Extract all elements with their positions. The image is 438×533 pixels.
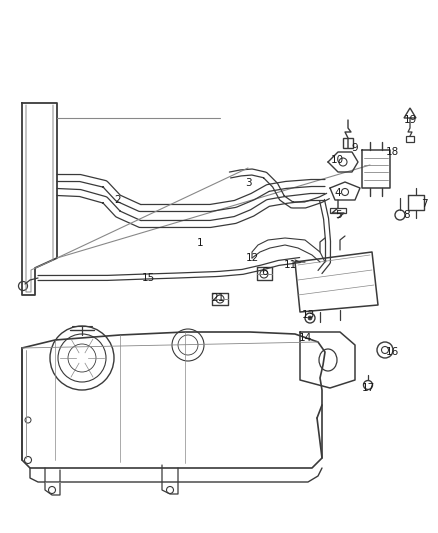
Text: 7: 7 [420, 199, 427, 209]
Circle shape [308, 316, 312, 320]
Bar [330, 208, 346, 213]
Text: 17: 17 [361, 383, 374, 393]
Polygon shape [404, 108, 416, 118]
Text: 3: 3 [245, 178, 251, 188]
Text: 1: 1 [197, 238, 203, 248]
Text: 13: 13 [301, 310, 314, 320]
Text: 10: 10 [330, 155, 343, 165]
Text: 19: 19 [403, 115, 417, 125]
Bar [343, 138, 353, 148]
Bar [406, 136, 414, 142]
Text: 18: 18 [385, 147, 399, 157]
Text: 2: 2 [115, 195, 121, 205]
Text: 5: 5 [335, 210, 341, 220]
Text: 6: 6 [261, 267, 268, 277]
Text: 15: 15 [141, 273, 155, 283]
Text: 9: 9 [352, 143, 358, 153]
Text: 14: 14 [298, 333, 311, 343]
Text: 12: 12 [245, 253, 258, 263]
Text: 11: 11 [283, 260, 297, 270]
Text: 8: 8 [404, 210, 410, 220]
Text: 21: 21 [212, 293, 225, 303]
Text: 16: 16 [385, 347, 399, 357]
Text: 4: 4 [335, 188, 341, 198]
